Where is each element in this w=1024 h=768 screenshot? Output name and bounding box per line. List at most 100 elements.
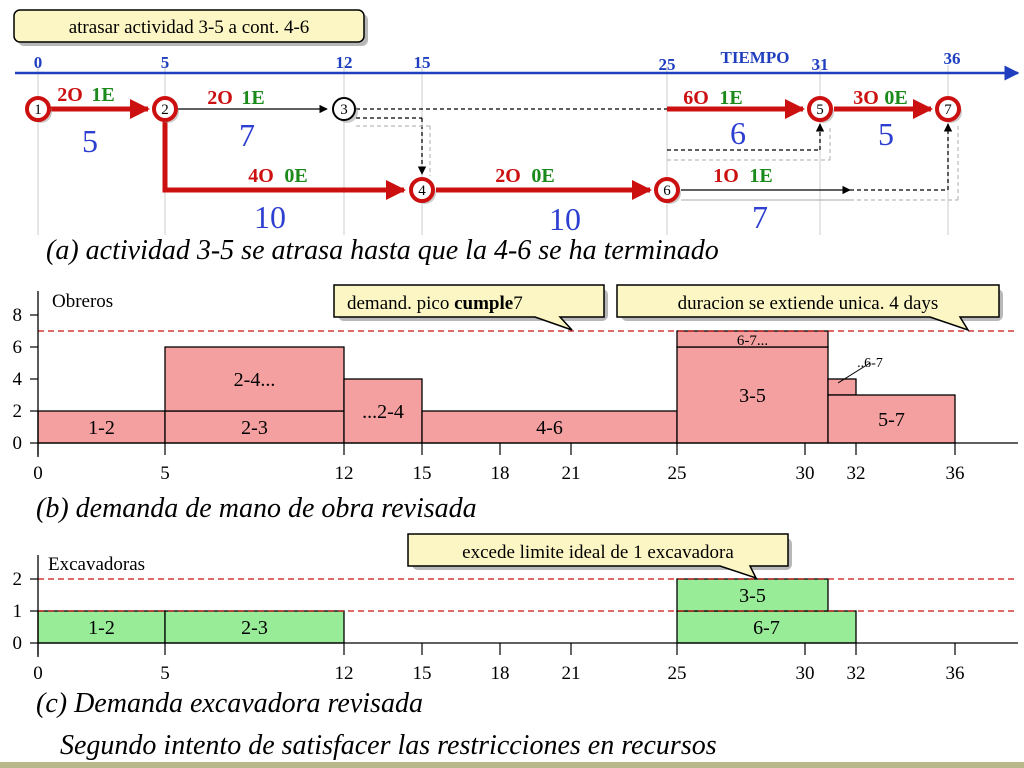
- w-xtick-3: 15: [413, 463, 432, 484]
- act-6-7-excavators: 1E: [749, 165, 772, 187]
- w-bar-5-7: [827, 394, 956, 444]
- e-bar-label-1: 2-3: [241, 617, 268, 639]
- w-ytick-2: 4: [13, 369, 23, 390]
- w-bar-label-3: ...2-4: [362, 401, 404, 423]
- w-ytick-4: 8: [13, 305, 23, 326]
- e-bar-2-3: [164, 610, 345, 644]
- w-bar-label-5: 3-5: [739, 385, 766, 407]
- title-callout-text: atrasar actividad 3-5 a cont. 4-6: [69, 17, 310, 38]
- w-bar-4-6: [421, 410, 678, 444]
- peak-callout-suffix: 7: [513, 293, 523, 314]
- excavators-bars: 1-2 2-3 6-7 3-5: [37, 578, 857, 644]
- timeline-tick-12: 12: [336, 53, 353, 72]
- w-xtick-1: 5: [160, 463, 170, 484]
- e-xtick-3: 15: [413, 663, 432, 684]
- w-xtick-7: 30: [796, 463, 815, 484]
- act-5-7-excavators: 0E: [884, 87, 907, 109]
- act-2-3-duration: 7: [239, 117, 255, 153]
- w-xtick-6: 25: [668, 463, 687, 484]
- workers-yticks: 0 2 4 6 8: [13, 305, 38, 454]
- peak-callout-text: demand. pico cumple7: [347, 293, 523, 314]
- w-bar-label-1: 2-3: [241, 417, 268, 439]
- e-ytick-2: 2: [13, 569, 23, 590]
- arrow-2-4: [162, 122, 406, 200]
- e-bar-label-0: 1-2: [88, 617, 115, 639]
- act-2-4-excavators: 0E: [284, 165, 307, 187]
- title-callout: atrasar actividad 3-5 a cont. 4-6: [13, 9, 368, 46]
- network-arrows: [50, 99, 959, 201]
- act-5-7-workers: 3O: [853, 87, 879, 109]
- act-5-7-duration: 5: [878, 116, 894, 152]
- workers-bars: 1-2 2-32-4......2-44-63-56-7.....6-75-7: [37, 330, 956, 444]
- w-xtick-2: 12: [335, 463, 354, 484]
- timeline-tick-5: 5: [161, 53, 170, 72]
- e-bar-label-3: 3-5: [739, 585, 766, 607]
- w-ytick-0: 0: [13, 433, 23, 454]
- footer-bar: [0, 762, 1024, 768]
- w-bar-label-0: 1-2: [88, 417, 115, 439]
- caption-b: (b) demanda de mano de obra revisada: [36, 493, 477, 524]
- w-bar-label-6: 6-7...: [737, 333, 768, 349]
- network-guides: [37, 65, 949, 235]
- act-3-5-excavators: 1E: [719, 87, 742, 109]
- e-xtick-9: 36: [946, 663, 965, 684]
- act-2-4-workers: 4O: [248, 165, 274, 187]
- timeline-label: TIEMPO: [721, 48, 790, 67]
- w-xtick-5: 21: [562, 463, 581, 484]
- peak-callout: demand. pico cumple7: [333, 284, 608, 331]
- e-ytick-1: 1: [13, 601, 23, 622]
- act-1-2-duration: 5: [82, 123, 98, 159]
- timeline-tick-15: 15: [414, 53, 431, 72]
- e-xtick-6: 25: [668, 663, 687, 684]
- act-2-4-duration: 10: [254, 199, 286, 235]
- w-xtick-0: 0: [33, 463, 43, 484]
- w-bar-pointer-7: [837, 362, 871, 384]
- act-6-7-duration: 7: [752, 199, 768, 235]
- peak-callout-bold: cumple: [454, 293, 513, 314]
- e-xtick-4: 18: [491, 663, 510, 684]
- node-6: 6: [654, 177, 681, 204]
- network-nodes: 1 2 3 4 5 6 7: [25, 96, 962, 204]
- w-xtick-4: 18: [491, 463, 510, 484]
- w-bar-...2-4: [343, 378, 423, 444]
- e-xtick-8: 32: [847, 663, 866, 684]
- timeline-tick-25: 25: [659, 55, 676, 74]
- e-xtick-2: 12: [335, 663, 354, 684]
- node-3: 3: [332, 97, 358, 123]
- e-xtick-0: 0: [33, 663, 43, 684]
- act-1-2-excavators: 1E: [91, 84, 114, 106]
- node-4: 4: [409, 177, 436, 204]
- caption-a: (a) actividad 3-5 se atrasa hasta que la…: [46, 235, 719, 266]
- w-xtick-9: 36: [946, 463, 965, 484]
- node-5: 5: [807, 96, 834, 123]
- timeline-tick-0: 0: [34, 53, 43, 72]
- act-3-5-duration: 6: [730, 115, 746, 151]
- act-2-3-excavators: 1E: [241, 87, 264, 109]
- e-ytick-0: 0: [13, 633, 23, 654]
- e-bar-3-5: [676, 578, 829, 612]
- excavators-axes: [37, 555, 1018, 657]
- timeline-tick-36: 36: [944, 49, 961, 68]
- w-ytick-1: 2: [13, 401, 23, 422]
- footer-title: Segundo intento de satisfacer las restri…: [60, 730, 717, 761]
- node-7-label: 7: [944, 102, 952, 118]
- act-1-2-workers: 2O: [57, 84, 83, 106]
- peak-callout-prefix: demand. pico: [347, 293, 454, 314]
- node-1-label: 1: [34, 102, 42, 118]
- w-bar-..6-7: [827, 378, 857, 396]
- excavator-callout: excede limite ideal de 1 excavadora: [407, 533, 792, 580]
- node-2-label: 2: [161, 102, 169, 118]
- e-xtick-7: 30: [796, 663, 815, 684]
- workers-chart: Obreros 1-2 2-32-4......2-44-63-56-7.....…: [13, 284, 1018, 484]
- workers-xticks: 0 5 12 15 18 21 25 30 32 36: [33, 443, 965, 484]
- caption-c: (c) Demanda excavadora revisada: [36, 688, 423, 719]
- node-6-label: 6: [663, 183, 671, 199]
- node-3-label: 3: [340, 102, 348, 118]
- activity-labels: 2O 1E 5 2O 1E 7 4O 0E 10 2O 0E 10 6O 1E …: [57, 84, 907, 237]
- node-5-label: 5: [816, 102, 824, 118]
- workers-ylabel: Obreros: [52, 291, 113, 312]
- excavators-yticks: 0 1 2: [13, 569, 38, 654]
- act-4-6-workers: 2O: [495, 165, 521, 187]
- workers-axes: [37, 291, 1018, 457]
